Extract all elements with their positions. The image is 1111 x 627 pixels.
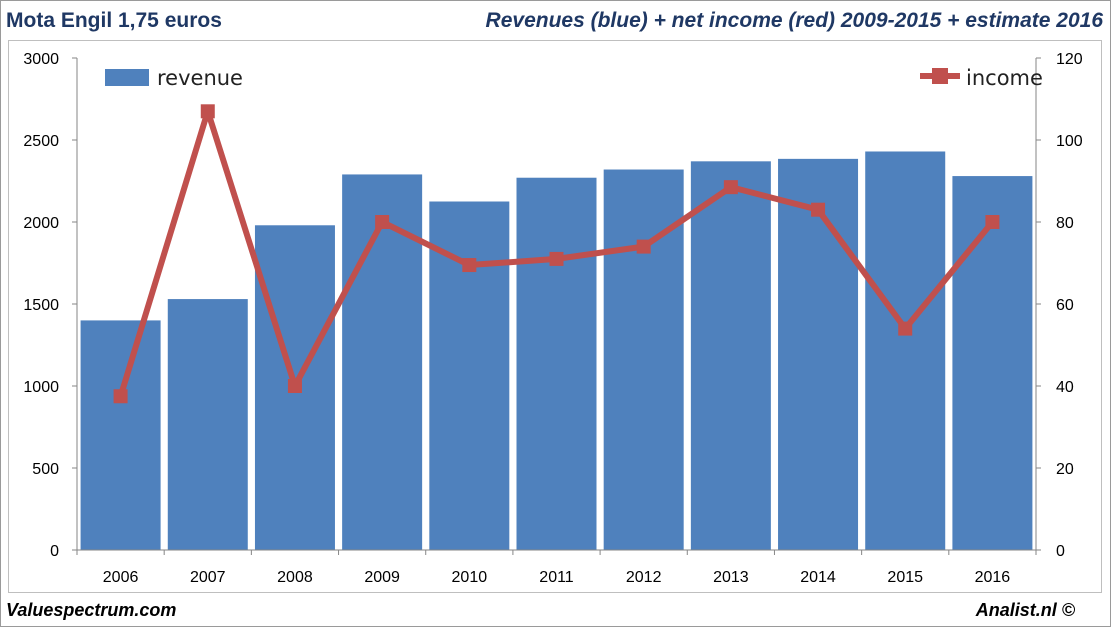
right-tick-label: 120 bbox=[1056, 51, 1083, 68]
chart-title: Revenues (blue) + net income (red) 2009-… bbox=[485, 9, 1103, 32]
plot-area bbox=[8, 40, 1102, 593]
right-tick-label: 0 bbox=[1056, 543, 1065, 560]
income-marker bbox=[462, 258, 477, 273]
left-tick-label: 2000 bbox=[23, 215, 59, 232]
legend-income-marker bbox=[932, 68, 948, 84]
revenue-bar bbox=[342, 174, 423, 550]
income-marker bbox=[898, 321, 913, 336]
revenue-bar bbox=[865, 151, 946, 551]
x-tick-label: 2010 bbox=[452, 569, 488, 586]
x-tick-label: 2007 bbox=[190, 569, 226, 586]
revenue-bar bbox=[778, 158, 859, 551]
x-tick-label: 2011 bbox=[539, 569, 574, 586]
right-tick-label: 40 bbox=[1056, 379, 1074, 396]
company-title: Mota Engil 1,75 euros bbox=[6, 9, 222, 32]
left-tick-label: 3000 bbox=[23, 51, 59, 68]
right-tick-label: 80 bbox=[1056, 215, 1074, 232]
x-tick-label: 2008 bbox=[277, 569, 313, 586]
left-tick-label: 2500 bbox=[23, 133, 59, 150]
income-marker bbox=[200, 104, 215, 119]
revenue-bar bbox=[80, 320, 161, 550]
revenue-bar bbox=[603, 169, 684, 550]
left-tick-label: 500 bbox=[32, 461, 59, 478]
x-tick-label: 2016 bbox=[975, 569, 1011, 586]
x-tick-label: 2013 bbox=[713, 569, 749, 586]
left-tick-label: 0 bbox=[50, 543, 59, 560]
left-tick-label: 1000 bbox=[23, 379, 59, 396]
right-tick-label: 100 bbox=[1056, 133, 1083, 150]
copyright-credit: Analist.nl © bbox=[975, 600, 1075, 620]
income-marker bbox=[113, 389, 128, 404]
income-marker bbox=[811, 202, 826, 217]
source-credit: Valuespectrum.com bbox=[6, 600, 177, 620]
x-tick-label: 2014 bbox=[800, 569, 836, 586]
x-tick-label: 2012 bbox=[626, 569, 662, 586]
revenue-bar bbox=[167, 299, 248, 550]
x-tick-label: 2006 bbox=[103, 569, 139, 586]
revenue-bar bbox=[952, 176, 1033, 550]
income-marker bbox=[375, 215, 390, 229]
legend-revenue-swatch bbox=[105, 69, 149, 86]
legend-revenue-label: revenue bbox=[157, 66, 243, 90]
legend-income-label: income bbox=[966, 66, 1043, 90]
x-tick-label: 2015 bbox=[887, 569, 923, 586]
income-marker bbox=[636, 239, 651, 254]
left-tick-label: 1500 bbox=[23, 297, 59, 314]
income-marker bbox=[723, 180, 738, 195]
right-tick-label: 60 bbox=[1056, 297, 1074, 314]
right-tick-label: 20 bbox=[1056, 461, 1074, 478]
income-marker bbox=[549, 251, 564, 266]
income-marker bbox=[287, 379, 302, 393]
revenue-bar bbox=[690, 161, 771, 550]
x-tick-label: 2009 bbox=[364, 569, 400, 586]
revenue-bar bbox=[516, 177, 597, 550]
income-marker bbox=[985, 215, 1000, 229]
